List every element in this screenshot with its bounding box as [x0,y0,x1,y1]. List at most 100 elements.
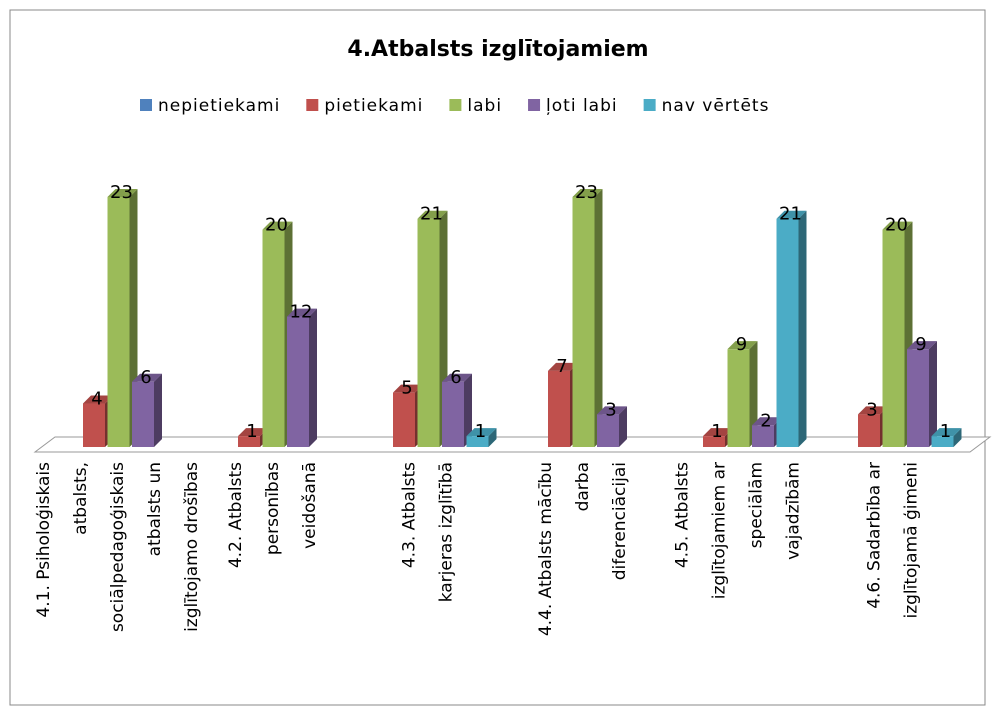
legend-swatch [449,99,462,111]
bar-side [749,341,758,447]
bar [931,436,954,447]
bar-top [442,373,472,382]
bar-top-shade [727,341,758,350]
chart-title: 4.Atbalsts izglītojamiem [347,37,648,62]
bar [858,414,880,447]
data-label: 12 [290,302,313,323]
bar-top-shade [752,417,782,426]
data-label: 6 [140,367,151,388]
data-label: 1 [711,421,722,442]
bar [238,436,260,447]
data-label: 7 [556,356,567,377]
data-label: 21 [420,204,443,225]
bar-top-shade [931,428,962,437]
bar-side [464,373,472,447]
bar-top [776,210,807,219]
x-tick-label: 4.3. Atbalsts karjeras izglītībā [400,462,457,602]
bar-top-shade [83,395,113,404]
bar-top-shade [858,406,888,415]
bar-top [417,210,448,219]
chart-border [9,9,986,706]
legend-label: ļoti labi [546,96,618,116]
data-label: 6 [450,367,461,388]
bar-top-shade [287,308,317,317]
bar-side-shade [464,373,472,447]
bar-side-shade [619,406,627,447]
bar [262,229,285,447]
bar-top [262,221,293,230]
data-label: 1 [475,421,486,442]
data-label: 4 [91,389,102,410]
bar [466,436,489,447]
bar [752,425,774,447]
data-label: 9 [915,334,926,355]
bar [107,197,130,447]
bar-side-shade [309,308,317,447]
legend-swatch [643,99,656,111]
bar-top-shade [703,428,733,437]
data-label: 9 [736,334,747,355]
data-label: 3 [866,399,877,420]
bar-side-shade [594,189,603,447]
bar-top-shade [107,189,138,197]
bar-top [597,406,627,415]
bar [727,349,750,447]
bar-top-shade [262,221,293,230]
bar [83,403,105,447]
legend-swatch [306,99,319,111]
bar [703,436,725,447]
bar [287,316,309,447]
bar-top-shade [907,341,937,350]
bar-top [703,428,733,437]
x-tick-label: 4.4. Atbalsts mācību darba diferenciācijai [536,462,630,636]
bar-top [107,189,138,197]
bar-top-shade [393,384,423,393]
bar-top [727,341,758,350]
data-label: 23 [110,182,133,203]
bar-top [882,221,913,230]
bar-top [393,384,423,393]
data-label: 23 [575,182,598,203]
bar-top-shade [597,406,627,415]
bar-top [132,373,162,382]
bar-side-shade [953,428,962,447]
legend-label: nav vērtēts [662,96,770,116]
bar-top [238,428,268,437]
bar-top-shade [132,373,162,382]
bar [572,197,595,447]
bar-top-shade [572,189,603,197]
data-label: 20 [885,215,908,236]
bar-side [953,428,962,447]
x-tick-label: 4.1. Psiholoģiskais atbalsts, sociālpedago… [34,462,202,632]
legend-label: nepietiekami [158,96,280,116]
floor [33,436,992,453]
bar [417,218,440,447]
x-tick-label: 4.5. Atbalsts izglītojamiem ar speciālām va… [673,462,804,599]
bar [882,229,905,447]
bar-side-shade [749,341,758,447]
bar [907,349,929,447]
bar-top [858,406,888,415]
x-tick-label: 4.2. Atbalsts personības veidošanā [226,462,320,568]
bar-side-shade [154,373,162,447]
bar-top [466,428,497,437]
bar-top-shade [548,362,578,371]
bar-top [83,395,113,404]
bar-side [798,210,807,447]
bar [597,414,619,447]
bar-side-shade [929,341,937,447]
bar [776,218,799,447]
bar-side [488,428,497,447]
bar-top [287,308,317,317]
bar-top [752,417,782,426]
bar-top-shade [238,428,268,437]
bar-top-shade [882,221,913,230]
bar [132,381,154,447]
data-label: 5 [401,378,412,399]
bar-side [594,189,603,447]
data-label: 21 [779,204,802,225]
data-label: 3 [605,399,616,420]
legend-swatch [140,99,152,111]
bar-top [907,341,937,350]
